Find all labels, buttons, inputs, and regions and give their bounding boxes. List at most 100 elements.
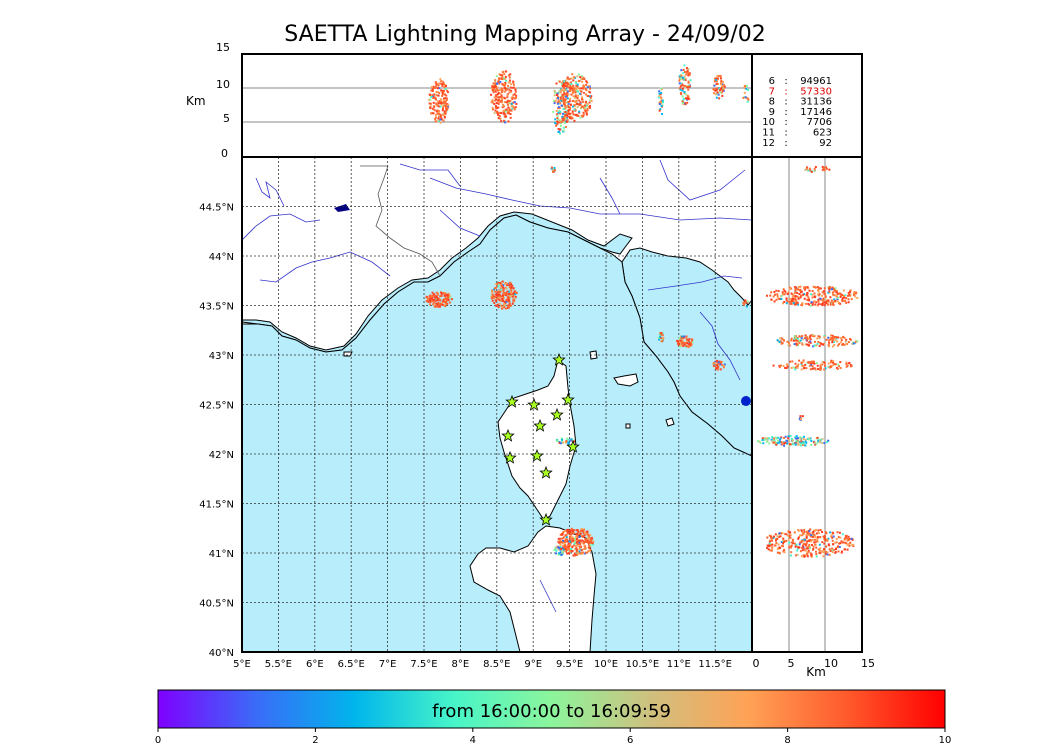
lightning-source	[800, 368, 803, 371]
lightning-source	[505, 284, 508, 287]
lightning-source	[581, 105, 584, 108]
lightning-source	[658, 90, 661, 93]
lightning-source	[680, 93, 683, 96]
lightning-source	[825, 167, 828, 170]
storm-cell	[678, 64, 692, 106]
lightning-source	[809, 528, 812, 531]
legend-source-count: 31136	[800, 97, 832, 108]
lightning-source	[679, 339, 682, 342]
lightning-source	[849, 289, 852, 292]
lightning-source	[830, 359, 833, 362]
lightning-source	[430, 299, 433, 302]
lightning-source	[579, 89, 582, 92]
rivers	[242, 159, 752, 613]
lightning-source	[583, 528, 586, 531]
lightning-source	[845, 542, 848, 545]
lightning-source	[435, 296, 438, 299]
lightning-source	[562, 99, 565, 102]
lightning-source	[580, 87, 583, 90]
lightning-source	[497, 100, 500, 103]
lightning-source	[849, 291, 852, 294]
lightning-source	[681, 76, 684, 79]
lightning-source	[585, 531, 588, 534]
lightning-source	[788, 301, 791, 304]
lightning-source	[562, 531, 565, 534]
lightning-source	[778, 298, 781, 301]
lightning-source	[585, 541, 588, 544]
lightning-source	[784, 366, 787, 369]
lightning-source	[503, 292, 506, 295]
lightning-source	[719, 77, 722, 80]
lightning-source	[572, 92, 575, 95]
lat-tick-label: 41.5°N	[199, 500, 234, 511]
lightning-source	[444, 107, 447, 110]
lightning-source	[569, 540, 572, 543]
lightning-source	[720, 91, 723, 94]
lightning-source	[682, 345, 685, 348]
lightning-source	[716, 75, 719, 78]
lightning-source	[816, 364, 819, 367]
lightning-source	[685, 335, 688, 338]
lightning-source	[559, 112, 562, 115]
lightning-source	[801, 335, 804, 338]
lightning-source	[803, 287, 806, 290]
lightning-source	[782, 338, 785, 341]
lightning-source	[493, 88, 496, 91]
lightning-source	[835, 548, 838, 551]
lightning-source	[816, 337, 819, 340]
lightning-source	[839, 302, 842, 305]
lightning-source	[577, 115, 580, 118]
lightning-source	[579, 543, 582, 546]
lightning-source	[508, 283, 511, 286]
lightning-source	[576, 106, 579, 109]
lightning-source	[564, 107, 567, 110]
lightning-source	[784, 540, 787, 543]
lightning-source	[498, 115, 501, 118]
lightning-source	[778, 551, 781, 554]
lightning-source	[683, 91, 686, 94]
lightning-source	[566, 76, 569, 79]
lightning-source	[589, 99, 592, 102]
lightning-source	[829, 338, 832, 341]
lightning-source	[500, 96, 503, 99]
storm-cell	[766, 285, 859, 307]
lightning-source	[435, 110, 438, 113]
lightning-source	[588, 546, 591, 549]
lightning-source	[777, 297, 780, 300]
lightning-source	[503, 303, 506, 306]
lightning-source	[816, 286, 819, 289]
legend-station-count: 7	[769, 86, 775, 97]
lightning-source	[836, 545, 839, 548]
lightning-source	[509, 86, 512, 89]
lightning-source	[813, 441, 816, 444]
lightning-source	[811, 290, 814, 293]
lightning-source	[566, 530, 569, 533]
lightning-source	[443, 304, 446, 307]
lightning-source	[439, 100, 442, 103]
lightning-source	[661, 101, 664, 104]
lightning-source	[444, 292, 447, 295]
lightning-source	[798, 546, 801, 549]
lightning-source	[491, 85, 494, 88]
legend-rows: 6:949617:573308:311369:1714610:770611:62…	[762, 76, 832, 149]
lightning-source	[574, 113, 577, 116]
lightning-source	[823, 441, 826, 444]
lightning-source	[509, 99, 512, 102]
lightning-source	[688, 338, 691, 341]
lightning-source	[572, 532, 575, 535]
lightning-source	[812, 441, 815, 444]
lightning-source	[819, 368, 822, 371]
lightning-source	[510, 109, 513, 112]
lightning-source	[443, 103, 446, 106]
lightning-source	[432, 97, 435, 100]
lightning-source	[428, 98, 431, 101]
lightning-source	[582, 540, 585, 543]
lightning-source	[823, 362, 826, 365]
lightning-source	[445, 89, 448, 92]
lightning-source	[688, 73, 691, 76]
lightning-source	[503, 112, 506, 115]
lightning-source	[562, 89, 565, 92]
lightning-source	[446, 294, 449, 297]
lightning-source	[846, 364, 849, 367]
lightning-source	[497, 99, 500, 102]
